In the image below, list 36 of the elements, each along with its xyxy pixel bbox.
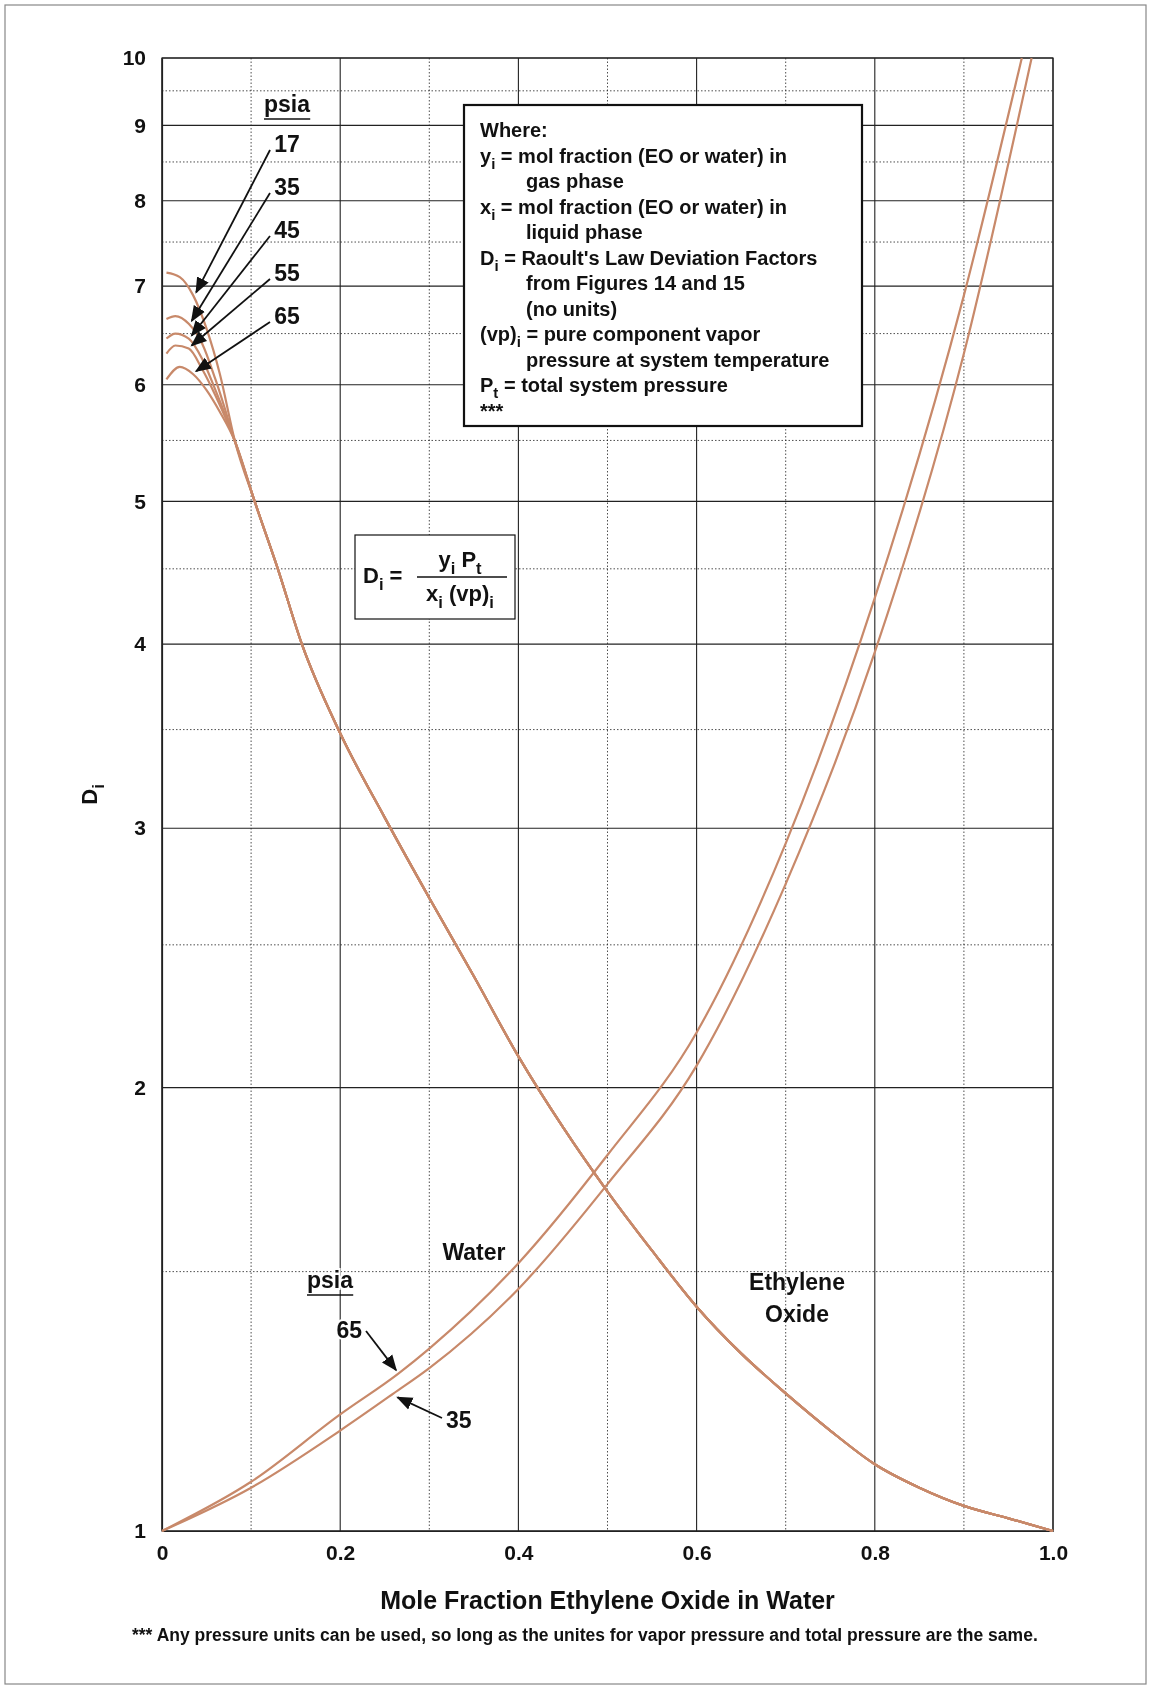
text: 55	[274, 260, 300, 286]
text: 45	[274, 217, 300, 243]
x-tick-label: 0	[156, 1540, 169, 1564]
annotation: x$_{i}$ (vp)$_{i}$	[426, 581, 494, 611]
annotation: y$_{i}$ P$_{t}$	[438, 547, 483, 577]
y-tick-label: 5	[134, 489, 147, 513]
text: *** Any pressure units can be used, so long as the unites for vapor pressure and total pressure are the same.	[132, 1625, 1038, 1645]
x-axis-title: Mole Fraction Ethylene Oxide in Water	[380, 1586, 836, 1614]
legend-title: psia	[263, 91, 311, 117]
y-tick-label: 9	[134, 113, 146, 137]
y-tick-label: 1	[134, 1519, 147, 1543]
annotation: Where:	[480, 119, 548, 141]
text: 65	[274, 303, 300, 329]
annotation: (vp)$_{i}$ = pure component vapor pressure at system temperature	[480, 323, 830, 371]
text: 17	[274, 131, 300, 157]
y-tick-label: 2	[134, 1075, 146, 1099]
annotation: x$_{i}$ = mol fraction (EO or water) in liquid phase	[480, 195, 788, 243]
x-tick-label: 0.6	[682, 1540, 712, 1564]
y-tick-label: 7	[134, 274, 146, 298]
annotation: D$_{i}$ =	[363, 563, 403, 593]
x-tick-label: 1.0	[1038, 1540, 1069, 1564]
x-tick-label: 0.8	[860, 1540, 891, 1564]
annotation: D$_{i}$ = Raoult's Law Deviation Factors from Figures 14 and 15 (no units)	[480, 246, 818, 320]
y-tick-label: 10	[122, 46, 146, 70]
x-tick-label: 0.4	[504, 1540, 534, 1564]
y-tick-label: 4	[134, 632, 147, 656]
annotation: Ethylene Oxide	[749, 1269, 845, 1327]
text: 35	[274, 174, 300, 200]
annotation: ***	[480, 399, 504, 422]
y-tick-label: 6	[134, 373, 146, 396]
y-tick-label: 8	[134, 188, 147, 212]
annotation: P$_{t}$ = total system pressure	[480, 374, 728, 401]
annotation: Water	[442, 1239, 506, 1265]
x-tick-label: 0.2	[326, 1540, 356, 1564]
y-tick-label: 3	[134, 816, 146, 840]
series-label: 35	[446, 1407, 472, 1433]
